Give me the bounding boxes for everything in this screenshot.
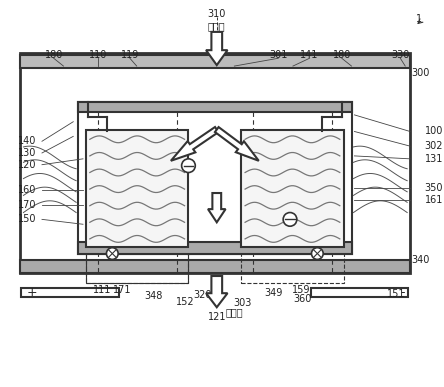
- Text: 302: 302: [425, 141, 443, 151]
- Bar: [20, 55, 410, 68]
- Text: 100: 100: [425, 127, 443, 137]
- Text: 303: 303: [233, 298, 251, 308]
- Bar: [86, 244, 188, 283]
- Text: 301: 301: [269, 50, 287, 60]
- Text: 140: 140: [18, 136, 36, 146]
- Bar: [21, 288, 119, 298]
- Text: 110: 110: [88, 50, 107, 60]
- Text: 349: 349: [264, 288, 282, 298]
- Text: 161: 161: [425, 195, 443, 205]
- Bar: [78, 102, 352, 253]
- Text: 340: 340: [411, 255, 430, 265]
- Text: 121: 121: [207, 312, 226, 322]
- Text: 130: 130: [18, 148, 36, 158]
- Text: 151: 151: [387, 289, 405, 299]
- Text: 330: 330: [391, 50, 409, 60]
- Circle shape: [107, 248, 118, 259]
- Text: 150: 150: [18, 214, 36, 224]
- Text: 180: 180: [44, 50, 63, 60]
- Text: 141: 141: [300, 50, 319, 60]
- Text: 300: 300: [411, 68, 430, 78]
- Text: 171: 171: [113, 285, 131, 295]
- Text: 320: 320: [193, 289, 211, 300]
- Text: -: -: [401, 286, 405, 299]
- Polygon shape: [206, 276, 227, 307]
- Text: 350: 350: [425, 183, 443, 193]
- Circle shape: [312, 248, 323, 259]
- Text: 159: 159: [292, 285, 310, 295]
- Polygon shape: [208, 193, 226, 222]
- Bar: [20, 53, 410, 273]
- Bar: [241, 130, 344, 247]
- Polygon shape: [206, 32, 227, 65]
- Text: 111: 111: [93, 285, 112, 295]
- Text: 180: 180: [333, 50, 351, 60]
- Text: 152: 152: [176, 297, 195, 307]
- Text: 120: 120: [18, 160, 36, 170]
- Text: 1: 1: [416, 14, 422, 24]
- Text: 360: 360: [293, 295, 312, 305]
- Bar: [310, 288, 408, 298]
- Text: 348: 348: [144, 291, 163, 301]
- Bar: [20, 260, 410, 273]
- Polygon shape: [171, 127, 218, 161]
- Circle shape: [182, 159, 195, 173]
- Text: 电解水: 电解水: [226, 307, 243, 317]
- Text: 131: 131: [425, 154, 443, 164]
- Circle shape: [283, 212, 297, 226]
- Text: 119: 119: [121, 50, 139, 60]
- Text: 310: 310: [208, 9, 226, 19]
- Bar: [241, 244, 344, 283]
- Polygon shape: [215, 127, 259, 161]
- Bar: [78, 102, 352, 112]
- Text: 原料水: 原料水: [208, 21, 226, 31]
- Bar: [78, 242, 352, 253]
- Bar: [86, 244, 188, 283]
- Text: +: +: [26, 286, 37, 299]
- Text: 170: 170: [18, 200, 36, 210]
- Bar: [86, 130, 188, 247]
- Text: 160: 160: [18, 185, 36, 195]
